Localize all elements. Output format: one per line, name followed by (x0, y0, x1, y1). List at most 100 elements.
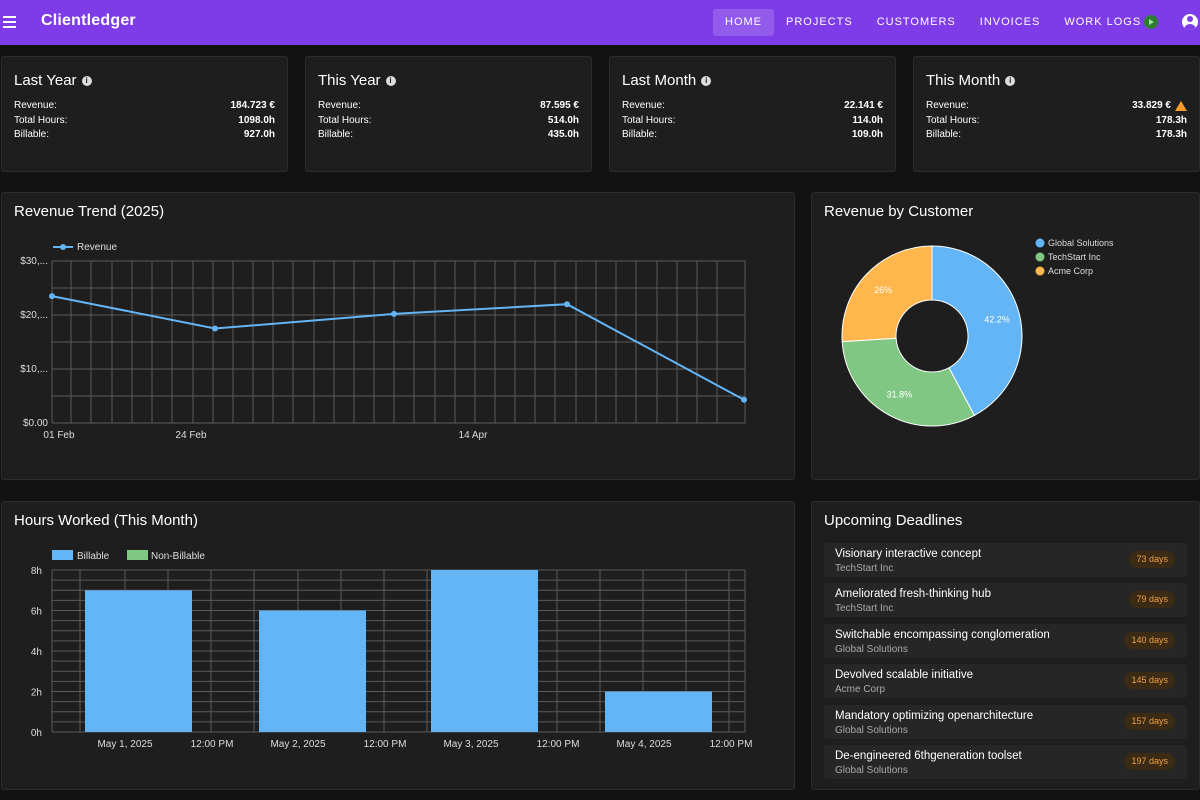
pie-slice (841, 245, 933, 343)
x-tick-label: 24 Feb (175, 430, 207, 441)
stat-value: 435.0h (547, 129, 579, 140)
stat-label: Revenue: (14, 100, 57, 111)
stat-value: 514.0h (547, 114, 579, 126)
nav-invoices[interactable]: INVOICES (979, 16, 1041, 28)
deadline-days-badge: 197 days (1124, 752, 1175, 770)
stat-card-this-month: This Month i Revenue: 33.829 € Total Hours… (913, 56, 1200, 172)
info-icon[interactable]: i (1005, 75, 1016, 86)
stat-label: Total Hours: (622, 114, 676, 126)
pie-slice-label: 31.8% (887, 390, 913, 400)
deadline-list: Visionary interactive concept TechStart … (824, 543, 1187, 785)
deadline-days-badge: 145 days (1124, 672, 1175, 690)
deadline-title: Mandatory optimizing openarchitecture (835, 709, 1034, 722)
deadline-customer: Global Solutions (835, 643, 908, 655)
stat-value: 178.3h (1155, 114, 1187, 126)
pie-slice (841, 337, 976, 427)
deadline-customer: TechStart Inc (835, 563, 894, 574)
deadline-title: De-engineered 6thgeneration toolset (835, 749, 1022, 762)
revenue-by-customer-chart: 42.2% 31.8% 26% Global Solutions TechStart I… (841, 238, 1114, 427)
stat-card-this-year: This Year i Revenue: 87.595 € Total Hours:… (305, 56, 592, 172)
stat-value: 109.0h (851, 129, 883, 140)
y-tick-label: $10,... (20, 364, 48, 375)
legend-marker (1035, 266, 1045, 276)
revenue-series-line (51, 295, 745, 401)
deadline-item[interactable]: Devolved scalable initiative Acme Corp 1… (824, 664, 1187, 699)
info-icon[interactable]: i (385, 75, 396, 86)
stat-card-last-month: Last Month i Revenue: 22.141 € Total Hours… (609, 56, 896, 172)
nav-home[interactable]: HOME (713, 9, 774, 36)
nav-projects[interactable]: PROJECTS (786, 16, 853, 28)
x-tick-label: 14 Apr (459, 430, 489, 441)
deadline-title: Devolved scalable initiative (835, 669, 974, 682)
y-tick-label: $0.00 (23, 418, 48, 429)
legend-swatch (52, 550, 73, 560)
timer-play-icon[interactable] (1144, 15, 1158, 29)
deadline-item[interactable]: Visionary interactive concept TechStart … (824, 543, 1187, 577)
nav-work-logs[interactable]: WORK LOGS (1064, 16, 1142, 28)
x-tick-label: May 3, 2025 (443, 739, 498, 750)
deadline-customer: Global Solutions (835, 764, 908, 776)
deadline-customer: Global Solutions (835, 724, 908, 736)
hours-worked-chart: 8h 6h 4h 2h 0h May 1, 2025 12:00 PM May 2, 2025… (31, 550, 752, 750)
info-icon[interactable]: i (81, 75, 92, 86)
y-tick-label: 2h (31, 688, 42, 699)
stat-value: 1098.0h (238, 114, 275, 126)
pie-slice (931, 245, 1023, 417)
stat-value: 184.723 € (230, 100, 276, 111)
y-tick-label: 4h (31, 647, 42, 658)
stat-label: Total Hours: (926, 114, 980, 126)
billable-bar (259, 610, 366, 732)
deadline-title: Switchable encompassing conglomeration (835, 628, 1050, 641)
revenue-point (741, 396, 747, 403)
legend-label: TechStart Inc (1048, 252, 1101, 262)
stat-value: 927.0h (243, 129, 275, 140)
deadline-item[interactable]: Switchable encompassing conglomeration G… (824, 623, 1187, 658)
stat-label: Billable: (926, 129, 962, 140)
menu-icon[interactable] (3, 13, 18, 31)
deadline-item[interactable]: Ameliorated fresh-thinking hub TechStart… (824, 583, 1187, 618)
stat-label: Billable: (622, 129, 658, 140)
x-tick-label: May 1, 2025 (97, 739, 152, 750)
stat-title: This Year (318, 72, 381, 89)
deadline-item[interactable]: De-engineered 6thgeneration toolset Glob… (824, 744, 1187, 779)
legend-label: Billable (77, 551, 110, 562)
stat-label: Billable: (318, 129, 354, 140)
revenue-trend-title: Revenue Trend (2025) (14, 203, 165, 220)
revenue-trend-card: Revenue Trend (2025) $30,... $20,... $10,.… (1, 192, 795, 480)
deadline-days-badge: 73 days (1129, 551, 1175, 568)
stat-label: Revenue: (318, 100, 361, 111)
hours-worked-card: Hours Worked (This Month) 8h 6h 4h 2h 0h May … (1, 501, 795, 790)
stat-label: Revenue: (926, 100, 969, 111)
upcoming-deadlines-title: Upcoming Deadlines (824, 512, 963, 529)
x-tick-label: 12:00 PM (191, 739, 234, 750)
account-icon[interactable] (1182, 14, 1198, 30)
nav-customers[interactable]: CUSTOMERS (876, 16, 956, 28)
stat-card-last-year: Last Year i Revenue: 184.723 € Total Hours… (1, 56, 288, 172)
stat-value: 22.141 € (844, 100, 883, 111)
stat-label: Revenue: (622, 100, 665, 111)
deadline-title: Ameliorated fresh-thinking hub (835, 588, 991, 601)
stat-label: Billable: (14, 129, 50, 140)
brand-title[interactable]: Clientledger (41, 12, 136, 29)
stat-label: Total Hours: (318, 114, 372, 126)
info-icon[interactable]: i (701, 75, 712, 86)
stat-title: Last Year (14, 72, 77, 89)
deadline-customer: TechStart Inc (835, 603, 894, 615)
x-tick-label: 12:00 PM (364, 739, 407, 750)
revenue-point (564, 301, 570, 308)
legend-label: Non-Billable (151, 551, 205, 562)
stat-value: 114.0h (852, 114, 883, 126)
deadline-item[interactable]: Mandatory optimizing openarchitecture Gl… (824, 704, 1187, 739)
warning-icon[interactable] (1175, 101, 1187, 112)
x-tick-label: 12:00 PM (537, 739, 580, 750)
legend-swatch (127, 550, 148, 560)
legend-label: Revenue (77, 242, 117, 253)
revenue-by-customer-card: Revenue by Customer 42.2% 31.8% 26% Global … (811, 192, 1200, 480)
revenue-point (391, 310, 397, 317)
app-bar: Clientledger HOME PROJECTS CUSTOMERS INV… (0, 0, 1200, 45)
stat-value: 33.829 € (1132, 100, 1171, 111)
y-tick-label: 0h (31, 728, 42, 739)
deadline-days-badge: 157 days (1124, 712, 1175, 730)
revenue-by-customer-title: Revenue by Customer (824, 203, 974, 220)
